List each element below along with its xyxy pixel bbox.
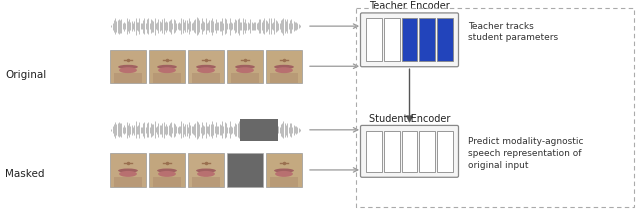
Bar xyxy=(240,119,278,141)
Bar xyxy=(110,50,146,83)
Bar xyxy=(191,177,220,187)
Bar xyxy=(437,131,453,172)
Bar xyxy=(227,153,263,187)
Bar xyxy=(269,177,298,187)
Bar xyxy=(114,73,143,83)
Bar xyxy=(191,73,220,83)
Bar xyxy=(230,73,259,83)
Ellipse shape xyxy=(118,65,138,69)
Bar xyxy=(419,131,435,172)
Bar xyxy=(437,18,453,61)
Bar xyxy=(227,50,263,83)
Ellipse shape xyxy=(197,171,215,177)
Bar xyxy=(384,18,399,61)
Text: Teacher tracks
student parameters: Teacher tracks student parameters xyxy=(468,22,558,42)
Ellipse shape xyxy=(158,171,176,177)
Bar xyxy=(384,131,399,172)
Bar xyxy=(114,177,143,187)
Ellipse shape xyxy=(196,169,216,173)
Text: Masked: Masked xyxy=(5,169,45,179)
Ellipse shape xyxy=(275,67,293,73)
Bar xyxy=(149,50,185,83)
Ellipse shape xyxy=(235,65,255,69)
Bar xyxy=(269,73,298,83)
Bar xyxy=(188,153,224,187)
Ellipse shape xyxy=(157,169,177,173)
Bar xyxy=(149,153,185,187)
Bar xyxy=(152,177,181,187)
Bar xyxy=(366,131,382,172)
Text: Teacher Encoder: Teacher Encoder xyxy=(369,1,450,11)
Ellipse shape xyxy=(274,169,294,173)
Bar xyxy=(152,73,181,83)
Bar xyxy=(402,131,417,172)
Ellipse shape xyxy=(119,171,137,177)
Bar xyxy=(188,50,224,83)
FancyBboxPatch shape xyxy=(360,13,458,67)
Bar xyxy=(356,8,634,207)
Bar xyxy=(266,153,302,187)
Ellipse shape xyxy=(157,65,177,69)
Ellipse shape xyxy=(236,67,254,73)
Ellipse shape xyxy=(274,65,294,69)
Bar xyxy=(402,18,417,61)
Ellipse shape xyxy=(118,169,138,173)
Ellipse shape xyxy=(197,67,215,73)
Bar xyxy=(366,18,382,61)
Ellipse shape xyxy=(196,65,216,69)
FancyBboxPatch shape xyxy=(360,126,458,177)
Bar xyxy=(419,18,435,61)
Bar xyxy=(266,50,302,83)
Ellipse shape xyxy=(275,171,293,177)
Text: Original: Original xyxy=(5,70,46,80)
Text: Student Encoder: Student Encoder xyxy=(369,114,450,124)
Ellipse shape xyxy=(119,67,137,73)
Text: Predict modality-agnostic
speech representation of
original input: Predict modality-agnostic speech represe… xyxy=(468,137,584,170)
Ellipse shape xyxy=(158,67,176,73)
Bar xyxy=(110,153,146,187)
